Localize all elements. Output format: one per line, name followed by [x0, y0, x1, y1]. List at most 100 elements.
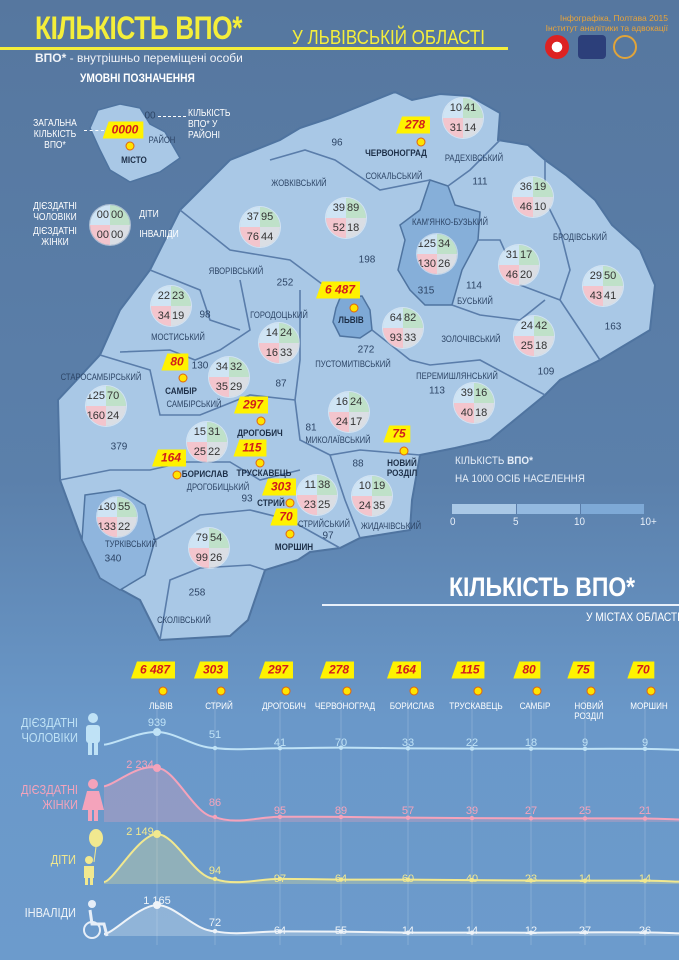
data-point [528, 816, 534, 821]
data-label: 60 [401, 873, 415, 885]
district-total: 113 [429, 385, 445, 397]
city-count-flag: 297 [233, 396, 269, 414]
district-label: МОСТИСЬКИЙ [151, 332, 205, 342]
series-line [103, 832, 679, 884]
density-tick: 10+ [640, 516, 657, 528]
chart-city-dot [586, 686, 596, 696]
district-total: 96 [331, 137, 343, 149]
abbr-key: ВПО* [35, 51, 67, 65]
data-point [405, 930, 411, 935]
quad-children: 54 [209, 528, 229, 548]
series-label: ІНВАЛІДИ [24, 905, 76, 920]
legend-children-label: ДІТИ [139, 209, 159, 220]
chart-city-name: ЛЬВІВ [149, 701, 173, 711]
data-point [582, 746, 588, 752]
chart-city-flag: 115 [451, 661, 485, 679]
data-point [212, 814, 218, 820]
quad-men: 16 [329, 392, 349, 412]
city-name: НОВИЙ РОЗДІЛ [386, 458, 418, 478]
cities-section-line [322, 604, 679, 606]
title-underline [0, 47, 508, 50]
district-total: 163 [604, 321, 622, 333]
quad-men: 36 [513, 177, 533, 197]
legend-city-dot [125, 141, 135, 151]
data-label: 14 [638, 873, 652, 885]
abbr-text: - внутрішньо переміщені особи [66, 51, 243, 65]
city-count-flag: 164 [151, 449, 187, 467]
city-dot [349, 303, 359, 313]
data-label: 64 [273, 925, 287, 937]
district-total: 109 [537, 366, 555, 378]
series-area [104, 767, 679, 822]
data-point [277, 746, 283, 751]
district-label: ДРОГОБИЦЬКИЙ [186, 482, 250, 492]
district-label: ТУРКІВСЬКИЙ [104, 539, 158, 549]
legend-disabled-label: ІНВАЛІДИ [139, 229, 179, 240]
chart-city-name: ТРУСКАВЕЦЬ [449, 701, 503, 711]
city-name: САМБІР [165, 386, 197, 396]
city-name: ДРОГОБИЧ [237, 428, 283, 438]
chart-city-name: ЧЕРВОНОГРАД [314, 701, 376, 711]
data-label: 39 [465, 805, 479, 817]
district-total: 93 [241, 493, 253, 505]
district-total: 130 [191, 360, 209, 372]
density-legend-line1-b: ВПО* [507, 455, 533, 467]
data-point [277, 876, 283, 882]
city-dot [256, 416, 266, 426]
legend-men-label: ДІЄЗДАТНІ ЧОЛОВІКИ [33, 201, 77, 223]
abbreviation-note: ВПО* - внутрішньо переміщені особи [35, 51, 243, 65]
data-point [212, 745, 218, 751]
quad-men: 11 [297, 475, 317, 495]
district-label: САМБІРСЬКИЙ [166, 399, 222, 409]
district-total: 252 [276, 277, 294, 289]
page-title: КІЛЬКІСТЬ ВПО* [35, 10, 243, 46]
quad-men: 37 [240, 207, 260, 227]
density-tick: 5 [513, 516, 519, 528]
data-label: 89 [334, 805, 348, 817]
district-label: РАДЕХІВСЬКИЙ [444, 153, 504, 163]
city-dot [399, 446, 409, 456]
legend-title: УМОВНІ ПОЗНАЧЕННЯ [80, 71, 195, 85]
district-total: 97 [322, 530, 334, 542]
district-total: 87 [275, 378, 287, 390]
data-label: 22 [465, 737, 479, 749]
data-point [469, 877, 475, 883]
quad-men: 125 [417, 234, 437, 254]
data-label: 95 [273, 805, 287, 817]
chart-city-name: СТРИЙ [205, 701, 233, 711]
city-dot [285, 529, 295, 539]
data-label: 2 234 [126, 759, 154, 771]
district-label: ЗОЛОЧІВСЬКИЙ [441, 334, 501, 344]
data-label: 94 [208, 865, 222, 877]
legend-district-count-sample: 00 [144, 110, 156, 122]
legend-quad-men: 00 [90, 205, 110, 225]
chart-city-flag: 297 [258, 661, 294, 679]
district-total: 88 [352, 458, 364, 470]
district-total: 198 [358, 254, 376, 266]
series-line [103, 766, 679, 822]
density-scale-10plus [580, 504, 644, 514]
legend-leader-district [158, 116, 186, 117]
city-name: ТРУСКАВЕЦЬ [236, 468, 292, 478]
chart-city-flag: 70 [627, 661, 655, 679]
chart-city-name: САМБІР [519, 701, 551, 711]
district-label: БРОДІВСЬКИЙ [553, 232, 607, 242]
city-count-flag: 70 [270, 508, 298, 526]
data-point [338, 929, 344, 934]
man-icon [86, 713, 100, 755]
city-dot [285, 498, 295, 508]
chart-city-dot [281, 686, 291, 696]
chart-city-flag: 278 [319, 661, 355, 679]
data-label: 26 [638, 925, 652, 937]
data-label: 72 [208, 917, 222, 929]
city-count-flag: 115 [233, 439, 267, 457]
district-total: 258 [188, 587, 206, 599]
data-point [405, 877, 411, 882]
data-label: 18 [524, 737, 538, 749]
legend-quad-sample: 00 00 00 00 [90, 205, 130, 245]
city-name: ЧЕРВОНОГРАД [365, 148, 427, 158]
data-label: 1 165 [143, 895, 171, 907]
data-label: 55 [334, 925, 348, 937]
woman-icon [82, 779, 104, 821]
data-label: 57 [401, 805, 415, 817]
